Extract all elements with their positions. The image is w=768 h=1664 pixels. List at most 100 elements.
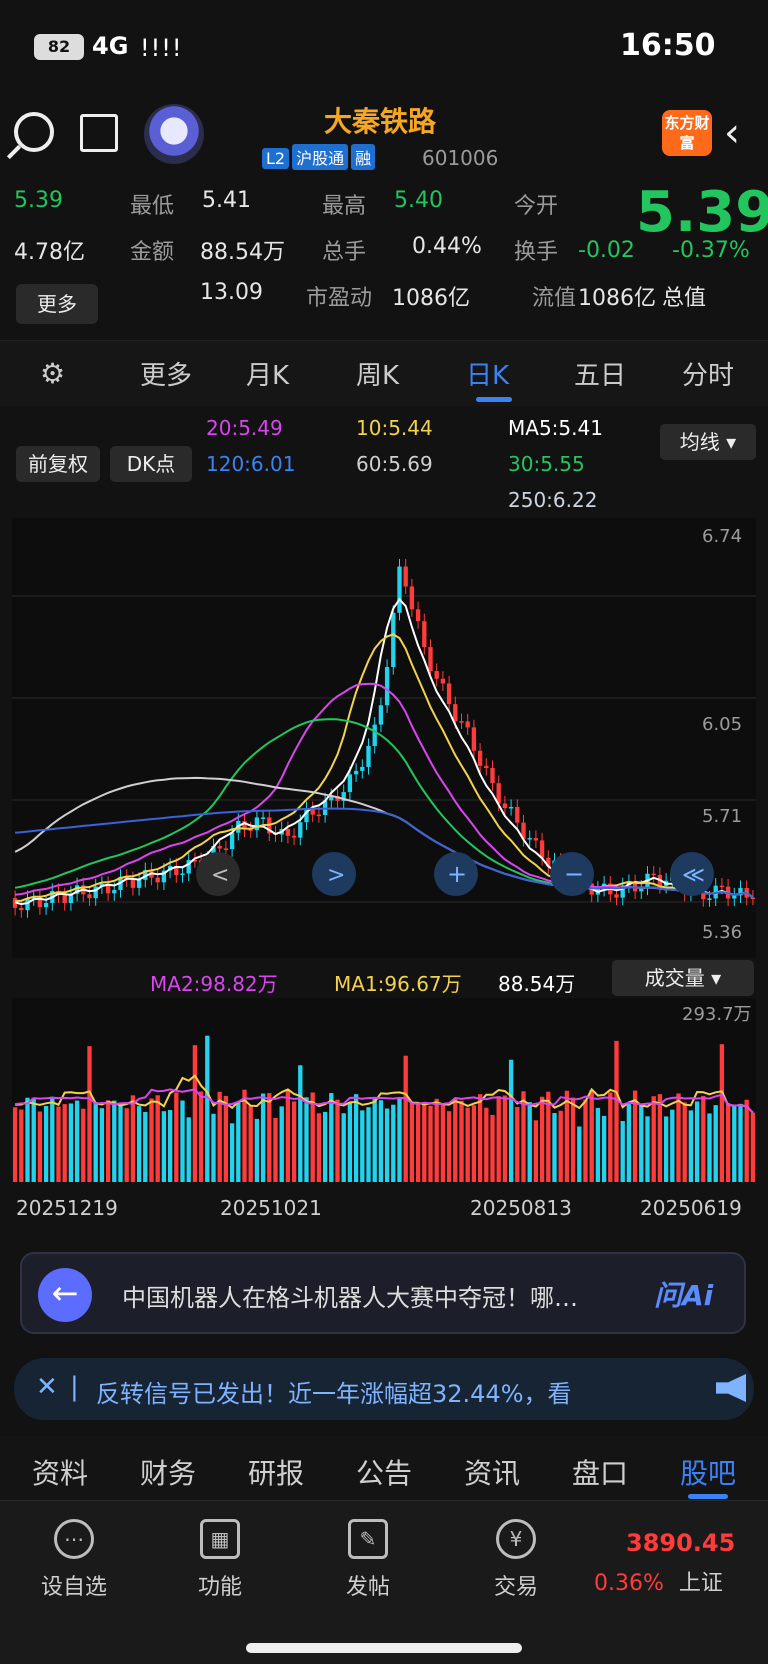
pe-value: 13.09 bbox=[200, 280, 263, 305]
nav-trade[interactable]: ¥ 交易 bbox=[456, 1519, 576, 1601]
fast-forward-button[interactable] bbox=[670, 852, 714, 896]
kline-chart[interactable]: 6.74 6.05 5.71 5.36 ≪ − + > < bbox=[12, 518, 756, 958]
volume-bar bbox=[372, 1097, 377, 1182]
volume-chart[interactable]: 293.7万 bbox=[12, 998, 756, 1182]
volume-bar bbox=[62, 1104, 67, 1182]
zoom-in-button[interactable] bbox=[434, 852, 478, 896]
notice-bar[interactable]: ✕ | 反转信号已发出！近一年涨幅超32.44%，看 bbox=[14, 1358, 754, 1420]
volume-bar bbox=[750, 1112, 756, 1182]
volume-bar bbox=[105, 1100, 111, 1182]
volume-bar bbox=[434, 1098, 439, 1182]
candle-body bbox=[496, 783, 501, 804]
home-indicator bbox=[246, 1643, 522, 1653]
candle-body bbox=[546, 857, 551, 867]
volume-selector[interactable]: 成交量 ▾ bbox=[612, 960, 754, 996]
adjust-price-button[interactable]: 前复权 bbox=[16, 446, 100, 482]
candle-body bbox=[360, 766, 365, 771]
candle-body bbox=[74, 885, 80, 894]
tab-daily-k[interactable]: 日K bbox=[466, 361, 510, 391]
volume-bar bbox=[229, 1123, 235, 1182]
candle-body bbox=[335, 796, 340, 801]
candle-body bbox=[285, 829, 291, 836]
volume-bar bbox=[43, 1105, 49, 1182]
volume-bar bbox=[552, 1113, 557, 1182]
tab-profile[interactable]: 资料 bbox=[32, 1457, 89, 1490]
ai-news-bar[interactable]: ← 中国机器人在格斗机器人大赛中夺冠！哪… 问Ai bbox=[20, 1252, 746, 1334]
candle-body bbox=[87, 894, 92, 899]
tab-monthly-k[interactable]: 月K bbox=[246, 361, 290, 391]
xtick-3: 20251021 bbox=[220, 1196, 322, 1220]
volume-bar bbox=[521, 1091, 526, 1182]
volume-bar bbox=[236, 1101, 241, 1182]
gear-icon[interactable]: ⚙ bbox=[40, 357, 66, 390]
volume-ma1: MA1:96.67万 bbox=[334, 972, 462, 996]
candle-body bbox=[738, 888, 743, 896]
candle-body bbox=[161, 870, 167, 883]
volume-bar bbox=[738, 1103, 743, 1182]
candle-body bbox=[372, 724, 377, 746]
volume-bar bbox=[136, 1106, 142, 1182]
volume-bar bbox=[496, 1096, 501, 1182]
volume-bar bbox=[564, 1090, 570, 1182]
candle-body bbox=[422, 621, 427, 647]
close-icon[interactable]: ✕ bbox=[36, 1372, 58, 1402]
fullscreen-icon[interactable] bbox=[80, 114, 118, 152]
tab-news[interactable]: 资讯 bbox=[464, 1457, 521, 1490]
ma-selector[interactable]: 均线 ▾ bbox=[660, 424, 756, 460]
search-icon[interactable] bbox=[14, 112, 54, 152]
nav-functions[interactable]: ▦ 功能 bbox=[160, 1519, 280, 1601]
tab-five-day[interactable]: 五日 bbox=[574, 361, 627, 391]
ytick-3: 5.71 bbox=[702, 806, 742, 827]
dk-point-button[interactable]: DK点 bbox=[110, 446, 192, 482]
tab-weekly-k[interactable]: 周K bbox=[356, 361, 400, 391]
tab-announcements[interactable]: 公告 bbox=[356, 1457, 413, 1490]
volume-bar bbox=[422, 1103, 427, 1182]
index-value[interactable]: 3890.45 bbox=[626, 1529, 736, 1557]
volume-max-label: 293.7万 bbox=[682, 1004, 752, 1025]
candle-body bbox=[539, 840, 545, 858]
clock: 16:50 bbox=[620, 28, 716, 63]
volume-bar bbox=[409, 1101, 415, 1182]
pe-label: 市盈动 bbox=[306, 286, 373, 311]
open-label: 今开 bbox=[514, 194, 559, 219]
volume-bar bbox=[614, 1040, 619, 1182]
volume-bar bbox=[732, 1105, 737, 1182]
nav-watchlist[interactable]: ⋯ 设自选 bbox=[14, 1519, 134, 1601]
volume-bar bbox=[217, 1091, 222, 1182]
volume-ma-lines bbox=[14, 1074, 754, 1114]
volume-bar bbox=[12, 1107, 18, 1182]
battery-indicator: 82 bbox=[34, 34, 84, 60]
tab-order-book[interactable]: 盘口 bbox=[572, 1457, 629, 1490]
bottom-nav: 3890.45 0.36% 上证 ¥ 交易 ✎ 发帖 ▦ 功能 ⋯ 设自选 bbox=[0, 1500, 768, 1664]
prev-button[interactable] bbox=[196, 852, 240, 896]
nav-post[interactable]: ✎ 发帖 bbox=[308, 1519, 428, 1601]
next-button[interactable] bbox=[312, 852, 356, 896]
candle-body bbox=[651, 873, 656, 876]
candle-body bbox=[750, 897, 756, 900]
tab-forum[interactable]: 股吧 bbox=[680, 1457, 737, 1490]
back-icon[interactable]: ‹ bbox=[724, 110, 740, 156]
assistant-avatar-icon[interactable] bbox=[144, 104, 204, 164]
volume-bar bbox=[81, 1108, 86, 1182]
volume-bar bbox=[174, 1092, 179, 1182]
tab-more[interactable]: 更多 bbox=[140, 361, 193, 391]
turnover-value: 0.44% bbox=[412, 234, 482, 259]
stock-name: 大秦铁路 bbox=[323, 105, 436, 138]
volume-ma2-line bbox=[14, 1088, 754, 1114]
zoom-out-button[interactable] bbox=[550, 852, 594, 896]
tab-intraday[interactable]: 分时 bbox=[682, 361, 735, 391]
stock-code: 601006 bbox=[422, 146, 499, 170]
volume-bar bbox=[285, 1090, 291, 1182]
candle-body bbox=[366, 745, 371, 767]
arrow-left-icon[interactable]: ← bbox=[38, 1268, 92, 1322]
more-quote-button[interactable]: 更多 bbox=[16, 284, 98, 324]
volume-bar bbox=[701, 1095, 706, 1182]
tag-hgt: 沪股通 bbox=[292, 144, 349, 170]
nav-post-label: 发帖 bbox=[345, 1575, 390, 1600]
candle-body bbox=[707, 898, 712, 900]
tab-research[interactable]: 研报 bbox=[248, 1457, 305, 1490]
app-logo[interactable]: 东方财富 bbox=[662, 110, 712, 156]
index-row[interactable]: 0.36% 上证 bbox=[594, 1565, 723, 1597]
tab-finance[interactable]: 财务 bbox=[140, 1457, 197, 1490]
volume-bar bbox=[502, 1095, 508, 1182]
